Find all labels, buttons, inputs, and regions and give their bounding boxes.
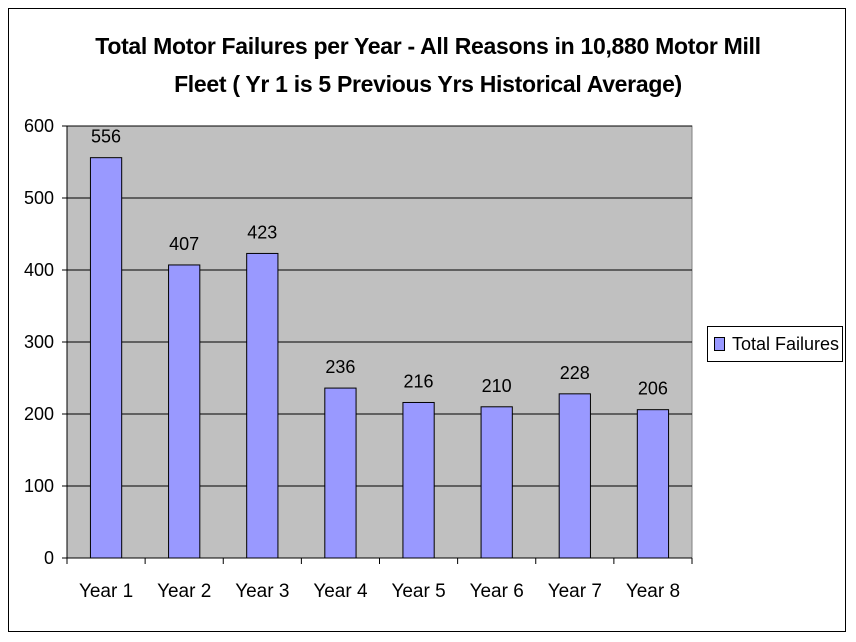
chart-title-line-2: Fleet ( Yr 1 is 5 Previous Yrs Historica…	[174, 71, 682, 97]
bar	[246, 252, 279, 559]
bar	[89, 157, 123, 559]
y-tick-label: 0	[44, 548, 54, 568]
data-label: 228	[560, 363, 590, 383]
chart-title-line-1: Total Motor Failures per Year - All Reas…	[95, 33, 761, 59]
y-tick-label: 200	[24, 404, 54, 424]
legend-swatch	[714, 337, 725, 351]
data-label: 206	[638, 379, 668, 399]
bar	[636, 409, 670, 559]
data-label: 556	[91, 127, 121, 147]
bar	[558, 393, 591, 559]
x-tick-label: Year 6	[470, 581, 524, 602]
y-tick-label: 400	[24, 260, 54, 280]
bar	[480, 406, 513, 559]
data-label: 210	[482, 376, 512, 396]
x-tick-label: Year 7	[548, 581, 602, 602]
y-tick-label: 100	[24, 476, 54, 496]
x-tick-label: Year 2	[157, 581, 211, 602]
legend-label: Total Failures	[732, 333, 840, 354]
y-tick-label: 600	[24, 116, 54, 136]
x-tick-label: Year 3	[235, 581, 289, 602]
y-tick-label: 500	[24, 188, 54, 208]
x-tick-label: Year 4	[313, 581, 368, 602]
x-tick-label: Year 8	[626, 581, 680, 602]
y-tick-label: 300	[24, 332, 54, 352]
data-label: 216	[404, 371, 434, 391]
data-label: 407	[169, 234, 199, 254]
chart-legend: Total Failures	[707, 326, 843, 362]
x-tick-label: Year 1	[79, 581, 133, 602]
bar	[168, 264, 201, 559]
data-label: 236	[325, 357, 355, 377]
x-tick-label: Year 5	[391, 581, 445, 602]
bar	[402, 401, 435, 559]
bar	[324, 387, 357, 559]
data-label: 423	[247, 222, 277, 242]
